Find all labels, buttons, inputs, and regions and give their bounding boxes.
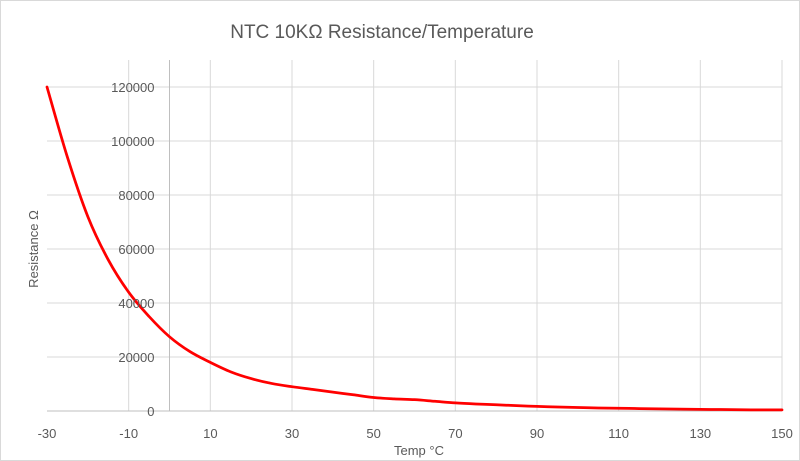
x-tick-label: 50 <box>366 426 380 441</box>
y-tick-label: 60000 <box>118 242 154 257</box>
x-tick-label: 30 <box>285 426 299 441</box>
x-tick-label: 90 <box>530 426 544 441</box>
x-axis-title: Temp °C <box>394 443 444 458</box>
y-axis-title: Resistance Ω <box>26 210 41 288</box>
x-tick-label: 70 <box>448 426 462 441</box>
x-tick-label: 130 <box>689 426 711 441</box>
grid-layer <box>47 60 783 411</box>
x-tick-label: 10 <box>203 426 217 441</box>
y-tick-label: 0 <box>147 404 154 419</box>
y-tick-label: 80000 <box>118 188 154 203</box>
x-tick-label: -30 <box>38 426 57 441</box>
y-tick-label: 40000 <box>118 296 154 311</box>
chart-title: NTC 10KΩ Resistance/Temperature <box>230 22 534 43</box>
series-line <box>45 85 784 412</box>
y-tick-label: 120000 <box>111 80 154 95</box>
y-tick-label: 100000 <box>111 134 154 149</box>
x-tick-label: -10 <box>119 426 138 441</box>
y-tick-label: 20000 <box>118 350 154 365</box>
label-layer: -30 -10 10 30 50 70 90 110 130 150 0 20000 40000 6000… <box>38 80 793 441</box>
series-layer <box>45 85 784 412</box>
axis-layer <box>47 60 782 412</box>
x-tick-label: 110 <box>608 426 629 441</box>
x-tick-label: 150 <box>771 426 793 441</box>
